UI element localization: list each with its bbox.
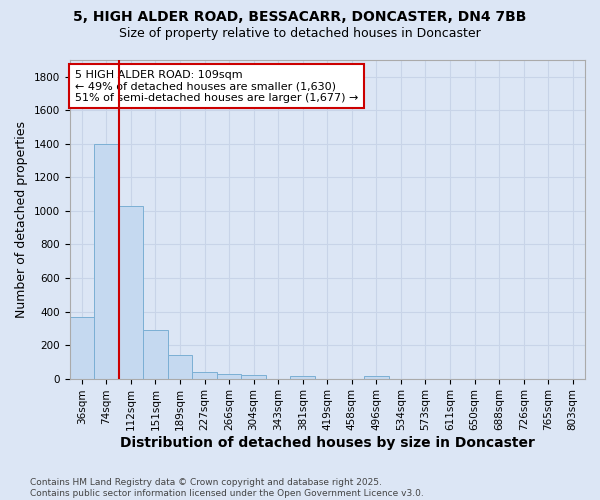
Bar [94, 144, 119, 378]
X-axis label: Distribution of detached houses by size in Doncaster: Distribution of detached houses by size … [120, 436, 535, 450]
Bar [364, 376, 389, 378]
Bar [290, 376, 315, 378]
Bar [119, 206, 143, 378]
Text: Size of property relative to detached houses in Doncaster: Size of property relative to detached ho… [119, 28, 481, 40]
Bar [168, 355, 192, 378]
Bar [192, 372, 217, 378]
Bar [70, 316, 94, 378]
Bar [217, 374, 241, 378]
Text: Contains HM Land Registry data © Crown copyright and database right 2025.
Contai: Contains HM Land Registry data © Crown c… [30, 478, 424, 498]
Y-axis label: Number of detached properties: Number of detached properties [15, 121, 28, 318]
Text: 5 HIGH ALDER ROAD: 109sqm
← 49% of detached houses are smaller (1,630)
51% of se: 5 HIGH ALDER ROAD: 109sqm ← 49% of detac… [74, 70, 358, 103]
Bar [241, 375, 266, 378]
Bar [143, 330, 168, 378]
Text: 5, HIGH ALDER ROAD, BESSACARR, DONCASTER, DN4 7BB: 5, HIGH ALDER ROAD, BESSACARR, DONCASTER… [73, 10, 527, 24]
